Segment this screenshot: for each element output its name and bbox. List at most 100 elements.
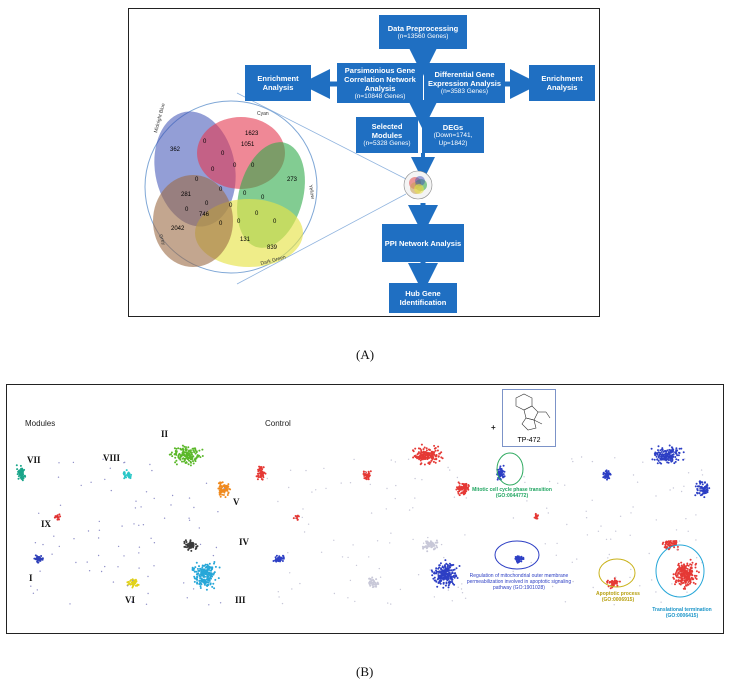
- scatter-point: [695, 562, 698, 565]
- scatter-point: [669, 459, 672, 461]
- scatter-point: [437, 455, 440, 458]
- scatter-point: [80, 484, 82, 487]
- scatter-point: [704, 489, 707, 492]
- selected-modules-box: Selected Modules (n=5328 Genes): [356, 117, 418, 153]
- scatter-point: [170, 451, 173, 454]
- scatter-point: [379, 576, 382, 578]
- scatter-point: [295, 516, 298, 519]
- scatter-point: [36, 555, 39, 558]
- scatter-point: [369, 581, 372, 584]
- scatter-point: [200, 583, 203, 586]
- scatter-point: [195, 545, 198, 548]
- scatter-point: [555, 554, 557, 556]
- scatter-point: [282, 556, 285, 559]
- scatter-point: [277, 558, 279, 561]
- scatter-point: [437, 445, 440, 448]
- scatter-point: [461, 583, 463, 585]
- scatter-point: [138, 524, 140, 526]
- scatter-point: [73, 538, 75, 540]
- scatter-point: [198, 565, 200, 568]
- scatter-point: [566, 523, 568, 526]
- annotation-apoptotic: Apoptotic process (GO:0006915): [596, 591, 640, 603]
- scatter-point: [653, 458, 656, 461]
- scatter-point: [171, 455, 174, 458]
- scatter-point: [211, 585, 214, 588]
- scatter-point: [51, 553, 53, 555]
- scatter-point: [681, 579, 684, 582]
- scatter-point: [412, 456, 415, 459]
- scatter-point: [703, 481, 706, 484]
- scatter-point: [414, 454, 417, 457]
- scatter-point: [465, 485, 468, 488]
- control-title: Control: [265, 419, 291, 428]
- scatter-point: [121, 525, 123, 527]
- scatter-point: [181, 444, 184, 447]
- scatter-point: [597, 530, 600, 532]
- scatter-point: [685, 578, 688, 581]
- scatter-point: [198, 527, 200, 529]
- scatter-point: [229, 488, 232, 491]
- scatter-point: [629, 534, 631, 536]
- venn-zero: 0: [233, 163, 237, 169]
- scatter-point: [444, 574, 447, 577]
- scatter-point: [207, 574, 210, 576]
- scatter-point: [17, 471, 20, 474]
- scatter-point: [191, 566, 194, 569]
- scatter-point: [174, 456, 177, 459]
- scatter-point: [311, 491, 313, 493]
- scatter-point: [374, 582, 377, 585]
- scatter-point: [203, 564, 206, 567]
- scatter-point: [686, 573, 689, 576]
- scatter-point: [151, 469, 153, 472]
- scatter-point: [123, 555, 125, 557]
- scatter-point: [502, 473, 505, 476]
- scatter-point: [677, 459, 680, 461]
- scatter-point: [372, 578, 374, 581]
- venn-zero: 0: [221, 151, 225, 157]
- treated-scatter: [496, 444, 711, 606]
- scatter-point: [188, 544, 191, 546]
- scatter-point: [548, 575, 551, 577]
- scatter-point: [205, 482, 208, 484]
- scatter-point: [441, 573, 444, 576]
- scatter-point: [447, 578, 450, 581]
- selected-modules-sub: (n=5328 Genes): [363, 140, 411, 147]
- scatter-point: [681, 566, 683, 569]
- scatter-point: [435, 539, 438, 542]
- scatter-point: [126, 585, 129, 587]
- scatter-point: [132, 580, 135, 583]
- venn-zero: 0: [211, 167, 215, 173]
- scatter-point: [192, 543, 195, 545]
- scatter-point: [667, 453, 670, 456]
- zoom-circle: [144, 100, 318, 274]
- scatter-point: [184, 546, 187, 548]
- scatter-point: [200, 580, 203, 583]
- scatter-point: [536, 517, 539, 520]
- scatter-point: [605, 538, 608, 541]
- scatter-point: [446, 565, 449, 568]
- scatter-point: [467, 488, 470, 491]
- scatter-point: [220, 491, 223, 493]
- scatter-point: [184, 539, 187, 542]
- scatter-point: [193, 580, 196, 583]
- scatter-point: [572, 460, 574, 463]
- scatter-point: [616, 580, 619, 583]
- scatter-point: [668, 457, 670, 460]
- scatter-point: [656, 458, 659, 461]
- scatter-point: [642, 461, 644, 463]
- scatter-point: [221, 481, 224, 484]
- scatter-point: [193, 451, 196, 454]
- scatter-point: [75, 561, 77, 564]
- scatter-point: [17, 477, 20, 480]
- enrichment-left-box: Enrichment Analysis: [245, 65, 311, 101]
- enrichment-right-title: Enrichment Analysis: [541, 74, 583, 92]
- scatter-point: [53, 535, 55, 537]
- scatter-point: [678, 540, 681, 542]
- scatter-point: [37, 561, 39, 564]
- scatter-point: [170, 504, 172, 506]
- scatter-point: [218, 493, 221, 496]
- scatter-point: [390, 603, 392, 605]
- venn-zero: 0: [205, 201, 209, 207]
- scatter-point: [190, 545, 193, 548]
- scatter-point: [437, 581, 440, 584]
